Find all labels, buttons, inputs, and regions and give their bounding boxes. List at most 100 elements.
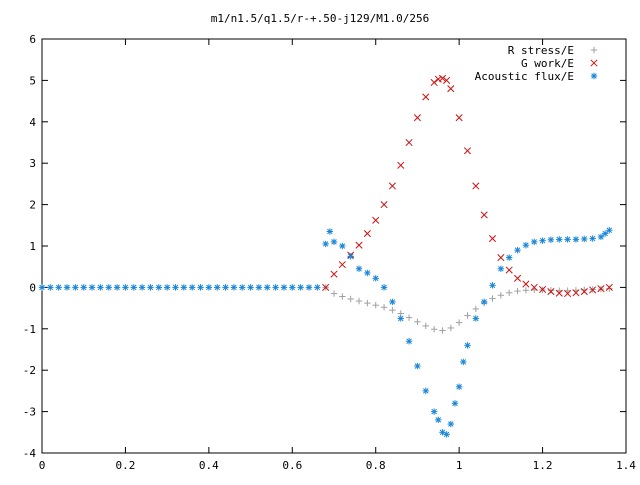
series-1-point-stroke	[434, 75, 442, 83]
series-1-point-stroke	[488, 234, 497, 243]
series-2-point	[247, 284, 254, 291]
series-2-point-stroke	[456, 384, 462, 390]
series-0-point	[430, 326, 438, 333]
series-1-point	[597, 285, 605, 293]
series-0-point	[422, 322, 429, 330]
series-2-point	[397, 315, 404, 322]
series-1-point	[513, 274, 522, 282]
series-2-point	[264, 284, 271, 291]
series-1-point	[338, 261, 346, 269]
series-2-point	[443, 431, 450, 438]
series-1-point	[363, 230, 371, 238]
series-2-point-stroke	[197, 284, 204, 291]
series-2-point	[430, 408, 438, 415]
series-2-point-stroke	[114, 284, 120, 291]
series-2-point-stroke	[506, 254, 512, 261]
series-2-point	[305, 284, 313, 291]
series-2-point	[581, 235, 588, 243]
series-2-point-stroke	[539, 237, 546, 244]
series-2-point-stroke	[164, 284, 170, 291]
series-2-point	[589, 235, 596, 242]
series-2-point-stroke	[481, 299, 487, 305]
series-1-point-stroke	[505, 266, 513, 274]
y-tick-label: 3	[29, 157, 36, 170]
series-1-point-stroke	[397, 161, 405, 169]
series-1-point-stroke	[405, 138, 413, 147]
x-tick-label: 1.2	[533, 459, 553, 472]
series-1-point	[605, 283, 613, 291]
series-2-point-stroke	[97, 284, 104, 291]
series-2-point-stroke	[181, 284, 187, 291]
series-2-point-stroke	[306, 284, 312, 291]
series-0-point	[497, 292, 505, 299]
series-2-point-stroke	[314, 284, 321, 291]
series-2-point-stroke	[489, 282, 496, 289]
series-2-point	[414, 362, 421, 370]
series-1-point-stroke	[447, 85, 455, 93]
series-2-point-stroke	[156, 284, 162, 291]
series-1-point	[355, 241, 363, 249]
series-2-point	[464, 342, 471, 349]
series-1-point	[539, 285, 547, 294]
series-2-point	[214, 284, 221, 291]
series-2-point-stroke	[122, 284, 129, 291]
series-2-point	[147, 284, 154, 291]
series-0-point	[364, 299, 371, 307]
series-2-point	[38, 284, 46, 291]
series-1-point	[463, 147, 472, 155]
series-0-point	[489, 295, 496, 302]
series-2-point-stroke	[189, 284, 195, 291]
series-0-point	[547, 287, 555, 294]
series-0-point	[447, 324, 454, 332]
series-2-point	[289, 284, 296, 291]
series-2-point-stroke	[89, 284, 95, 291]
series-2-point	[330, 238, 338, 246]
x-tick-label: 0.2	[115, 459, 135, 472]
series-2-point	[547, 236, 555, 243]
series-1-point	[443, 76, 451, 84]
y-tick-label: -1	[23, 323, 36, 336]
series-2-point-stroke	[573, 236, 579, 243]
series-1-point-stroke	[430, 78, 438, 87]
series-0-point	[606, 285, 613, 292]
series-1-point-stroke	[388, 182, 396, 190]
series-1-point	[455, 114, 463, 122]
series-1-point	[322, 283, 330, 291]
series-2-point-stroke	[606, 227, 613, 234]
series-1-point	[413, 114, 421, 122]
series-1-point	[434, 75, 442, 83]
series-0-point	[347, 295, 354, 303]
series-1-point-stroke	[564, 290, 572, 298]
series-1-point	[472, 182, 480, 190]
series-2-point	[455, 383, 463, 390]
series-2-point	[364, 269, 371, 277]
series-1-point	[488, 234, 497, 243]
series-2-point	[347, 253, 354, 260]
y-tick-label: 4	[29, 116, 36, 129]
series-1-point-stroke	[380, 201, 388, 209]
series-2-point	[405, 338, 413, 345]
y-tick-label: -2	[23, 364, 36, 377]
series-0-point	[564, 287, 571, 294]
series-2-point	[197, 284, 204, 291]
series-2-point	[606, 227, 613, 234]
series-1-point-stroke	[497, 254, 505, 262]
series-2-point-stroke	[264, 284, 271, 291]
series-2-point-stroke	[55, 284, 62, 291]
legend-marker-0	[590, 46, 598, 54]
y-tick-label: -4	[23, 447, 37, 460]
series-1-point	[430, 78, 438, 87]
series-2-point-stroke	[214, 284, 220, 291]
series-0-point	[414, 318, 421, 325]
series-1-point	[447, 85, 455, 93]
series-2-point	[460, 358, 467, 366]
series-2-point	[230, 284, 238, 291]
series-2-point-stroke	[289, 284, 296, 291]
series-1-point	[555, 289, 563, 297]
series-2-point	[355, 265, 363, 272]
series-0-point	[472, 305, 480, 313]
series-2-point-stroke	[406, 338, 412, 344]
series-0-point	[355, 297, 363, 305]
series-1-point-stroke	[547, 287, 555, 296]
series-2-point	[326, 228, 334, 235]
